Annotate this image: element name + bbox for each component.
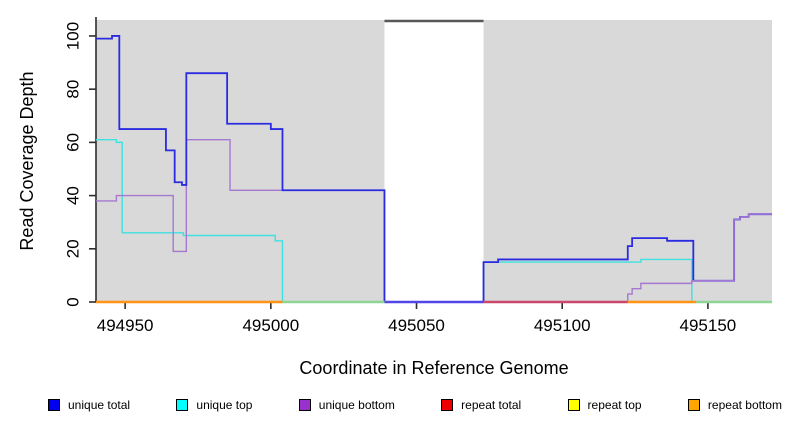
legend-item-unique-total: unique total [48,398,130,412]
series-unique-bottom [96,139,386,302]
x-axis-title: Coordinate in Reference Genome [299,358,569,378]
legend: unique total unique top unique bottom repea… [0,398,792,412]
legend-swatch [176,399,189,411]
covered-region [96,20,385,302]
y-tick-label: 80 [63,80,82,99]
legend-label: repeat top [587,398,642,412]
x-tick-label: 495050 [388,316,445,335]
y-tick-label: 60 [63,133,82,152]
x-tick-label: 495000 [242,316,299,335]
legend-label: unique bottom [318,398,395,412]
series-unique-bottom [384,213,772,303]
legend-label: repeat total [461,398,522,412]
legend-label: repeat bottom [707,398,782,412]
legend-item-unique-top: unique top [176,398,252,412]
y-tick-label: 40 [63,186,82,205]
x-tick-label: 494950 [97,316,154,335]
x-tick-label: 495100 [534,316,591,335]
legend-swatch [687,399,700,411]
y-tick-label: 20 [63,239,82,258]
legend-swatch [48,399,60,411]
y-tick-label: 100 [63,22,82,50]
legend-swatch [298,399,311,411]
legend-label: unique total [68,398,131,412]
y-axis-title: Read Coverage Depth [17,71,37,251]
legend-item-repeat-bottom: repeat bottom [687,398,782,412]
legend-label: unique top [196,398,253,412]
x-tick-label: 495150 [680,316,737,335]
legend-swatch [567,399,580,411]
legend-item-repeat-total: repeat total [441,398,521,412]
y-tick-label: 0 [63,297,82,306]
legend-item-repeat-top: repeat top [567,398,642,412]
legend-swatch [441,399,454,411]
legend-item-unique-bottom: unique bottom [298,398,395,412]
series-unique-top [96,139,772,303]
coverage-chart: 0 20 40 60 80 100 494950 495000 495050 495100 4951… [63,17,772,335]
